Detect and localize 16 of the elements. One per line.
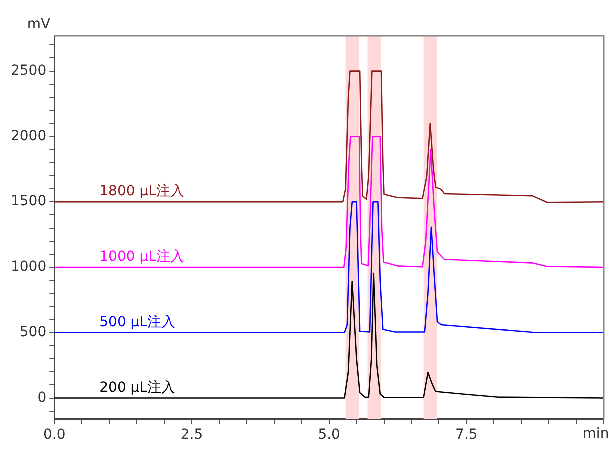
y-axis-title: mV	[27, 16, 52, 33]
x-tick-label: 2.5	[180, 427, 204, 444]
y-tick-label: 0	[38, 390, 47, 406]
series-label: 200 μL注入	[100, 380, 176, 396]
x-tick-label: 0.0	[43, 427, 66, 444]
series-label: 1000 μL注入	[100, 249, 184, 266]
x-tick-label: 5.0	[318, 427, 340, 444]
x-tick-label: 7.5	[456, 427, 478, 444]
y-tick-label: 1500	[10, 194, 47, 210]
y-tick-label: 500	[20, 324, 47, 341]
series-label: 500 μL注入	[100, 314, 176, 331]
series-label: 1800 μL注入	[100, 184, 184, 200]
y-tick-label: 2500	[10, 62, 47, 79]
x-axis-title: min	[582, 426, 610, 442]
y-tick-label: 2000	[10, 128, 47, 144]
y-tick-label: 1000	[10, 259, 47, 276]
